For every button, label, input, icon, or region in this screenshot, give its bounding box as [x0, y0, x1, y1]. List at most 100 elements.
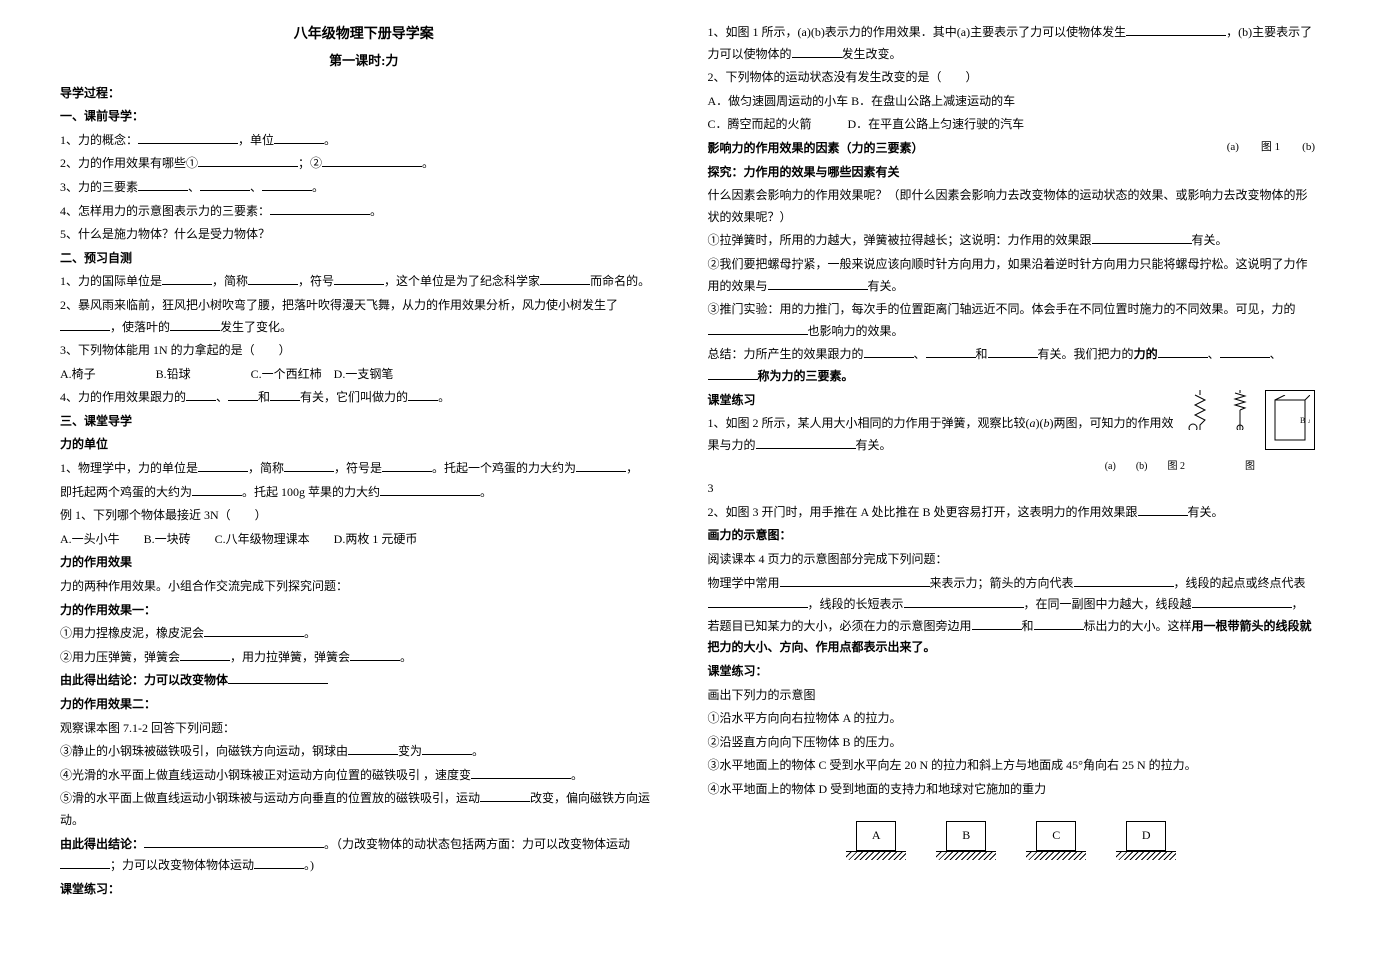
blank: [408, 387, 438, 401]
sec2-q2: 2、暴风雨来临前，狂风把小树吹弯了腰，把落叶吹得漫天飞舞，从力的作用效果分析，风…: [60, 295, 668, 338]
practice2-intro: 画出下列力的示意图: [708, 685, 1316, 707]
svg-text:B: B: [1300, 416, 1305, 425]
effect1-title: 力的作用效果一：: [60, 600, 668, 622]
r-q2-optA: A．做匀速圆周运动的小车 B．在盘山公路上减速运动的车: [708, 91, 1316, 113]
practice2-title: 课堂练习：: [708, 661, 1316, 683]
effect-intro: 力的两种作用效果。小组合作交流完成下列探究问题：: [60, 576, 668, 598]
blank: [198, 458, 248, 472]
right-column: 1、如图 1 所示，(a)(b)表示力的作用效果．其中(a)主要表示了力可以使物…: [688, 20, 1336, 951]
box-label: A: [856, 821, 896, 851]
r-q2: 2、下列物体的运动状态没有发生改变的是（ ）: [708, 67, 1316, 89]
blank: [60, 855, 110, 869]
sec1-item5: 5、什么是施力物体？什么是受力物体？: [60, 224, 668, 246]
effect1-q1: ①用力捏橡皮泥，橡皮泥会。: [60, 623, 668, 645]
blank: [228, 670, 328, 684]
blank: [708, 366, 758, 380]
p2: 2、如图 3 开门时，用手推在 A 处比推在 B 处更容易打开，这表明力的作用效…: [708, 502, 1316, 524]
box-label: C: [1036, 821, 1076, 851]
door-icon: BA: [1265, 390, 1315, 450]
blank: [170, 317, 220, 331]
effect2-q4: ④光滑的水平面上做直线运动小钢珠被正对运动方向位置的磁铁吸引 ，速度变。: [60, 765, 668, 787]
summary: 总结：力所产生的效果跟力的、和有关。我们把力的力的、、称为力的三要素。: [708, 344, 1316, 387]
blank: [138, 130, 238, 144]
box-c: C: [1026, 821, 1086, 859]
blank: [192, 482, 242, 496]
sec2-q1: 1、力的国际单位是，简称，符号，这个单位是为了纪念科学家而命名的。: [60, 271, 668, 293]
effect1-q2: ②用力压弹簧，弹簧会，用力拉弹簧，弹簧会。: [60, 647, 668, 669]
box-d: D: [1116, 821, 1176, 859]
svg-text:A: A: [1308, 416, 1310, 425]
blank: [228, 387, 258, 401]
unit-title: 力的单位: [60, 434, 668, 456]
blank: [768, 276, 868, 290]
box-a: A: [846, 821, 906, 859]
blank: [60, 317, 110, 331]
blank: [248, 271, 298, 285]
blank: [1126, 22, 1226, 36]
sec1-item3: 3、力的三要素、、。: [60, 177, 668, 199]
diagram-title: 画力的示意图：: [708, 525, 1316, 547]
unit-q1: 1、物理学中，力的单位是，简称，符号是。托起一个鸡蛋的力大约为，: [60, 458, 668, 480]
ex1-opts: A.一头小牛 B.一块砖 C.八年级物理课本 D.两枚 1 元硬币: [60, 529, 668, 551]
blank: [274, 130, 324, 144]
blank: [471, 765, 571, 779]
blank: [144, 834, 324, 848]
blank: [138, 177, 188, 191]
blank: [200, 177, 250, 191]
blank: [1158, 344, 1208, 358]
blank: [1034, 616, 1084, 630]
blank: [270, 387, 300, 401]
blank: [1138, 502, 1188, 516]
effect1-conc: 由此得出结论：力可以改变物体: [60, 670, 668, 692]
blank: [1074, 573, 1174, 587]
box-diagrams: A B C D: [708, 821, 1316, 859]
blank: [162, 271, 212, 285]
blank: [348, 741, 398, 755]
blank: [382, 458, 432, 472]
r-q1: 1、如图 1 所示，(a)(b)表示力的作用效果．其中(a)主要表示了力可以使物…: [708, 22, 1316, 65]
blank: [988, 344, 1038, 358]
blank: [972, 616, 1022, 630]
blank: [422, 741, 472, 755]
figure-2-3: BA: [1185, 390, 1315, 450]
spring-a-icon: [1185, 390, 1215, 430]
explore-2: ②我们要把螺母拧紧，一般来说应该向顺时针方向用力，如果沿着逆时针方向用力只能将螺…: [708, 254, 1316, 297]
practice-label: 课堂练习：: [60, 879, 668, 901]
blank: [334, 271, 384, 285]
blank: [904, 594, 1024, 608]
blank: [198, 153, 298, 167]
diagram-intro: 阅读课本 4 页力的示意图部分完成下列问题：: [708, 549, 1316, 571]
ex1: 例 1、下列哪个物体最接近 3N（ ）: [60, 505, 668, 527]
practice2-2: ②沿竖直方向向下压物体 B 的压力。: [708, 732, 1316, 754]
blank: [708, 594, 808, 608]
effect2-intro: 观察课本图 7.1-2 回答下列问题：: [60, 718, 668, 740]
explore-3: ③推门实验：用的力推门，每次手的位置距离门轴远近不同。体会手在不同位置时施力的不…: [708, 299, 1316, 342]
diagram-q1: 物理学中常用来表示力；箭头的方向代表，线段的起点或终点代表，线段的长短表示，在同…: [708, 573, 1316, 659]
ground-icon: [1116, 851, 1176, 859]
left-column: 八年级物理下册导学案 第一课时:力 导学过程： 一、课前导学： 1、力的概念：，…: [40, 20, 688, 951]
ground-icon: [1026, 851, 1086, 859]
blank: [756, 435, 856, 449]
blank: [180, 647, 230, 661]
explore-1: ①拉弹簧时，所用的力越大，弹簧被拉得越长；这说明：力作用的效果跟有关。: [708, 230, 1316, 252]
subtitle: 第一课时:力: [60, 49, 668, 72]
practice2-1: ①沿水平方向向右拉物体 A 的拉力。: [708, 708, 1316, 730]
sec1-item1: 1、力的概念：，单位。: [60, 130, 668, 152]
sec2-title: 二、预习自测: [60, 248, 668, 270]
box-label: D: [1126, 821, 1166, 851]
effect2-title: 力的作用效果二：: [60, 694, 668, 716]
explore-q: 什么因素会影响力的作用效果呢？（即什么因素会影响力去改变物体的运动状态的效果、或…: [708, 185, 1316, 228]
blank: [1220, 344, 1270, 358]
sec2-q4: 4、力的作用效果跟力的、和有关，它们叫做力的。: [60, 387, 668, 409]
effect2-conc: 由此得出结论：。（力改变物体的动状态包括两方面：力可以改变物体运动；力可以改变物…: [60, 834, 668, 877]
main-title: 八年级物理下册导学案: [60, 22, 668, 47]
box-b: B: [936, 821, 996, 859]
fig1-label: (a) 图 1 (b): [1227, 138, 1315, 158]
sec2-q3-opts: A.椅子 B.铅球 C.一个西红柿 D.一支钢笔: [60, 364, 668, 386]
sec1-item4: 4、怎样用力的示意图表示力的三要素：。: [60, 201, 668, 223]
blank: [576, 458, 626, 472]
blank: [780, 573, 930, 587]
ground-icon: [846, 851, 906, 859]
practice2-3: ③水平地面上的物体 C 受到水平向左 20 N 的拉力和斜上方与地面成 45°角…: [708, 755, 1316, 777]
blank: [284, 458, 334, 472]
